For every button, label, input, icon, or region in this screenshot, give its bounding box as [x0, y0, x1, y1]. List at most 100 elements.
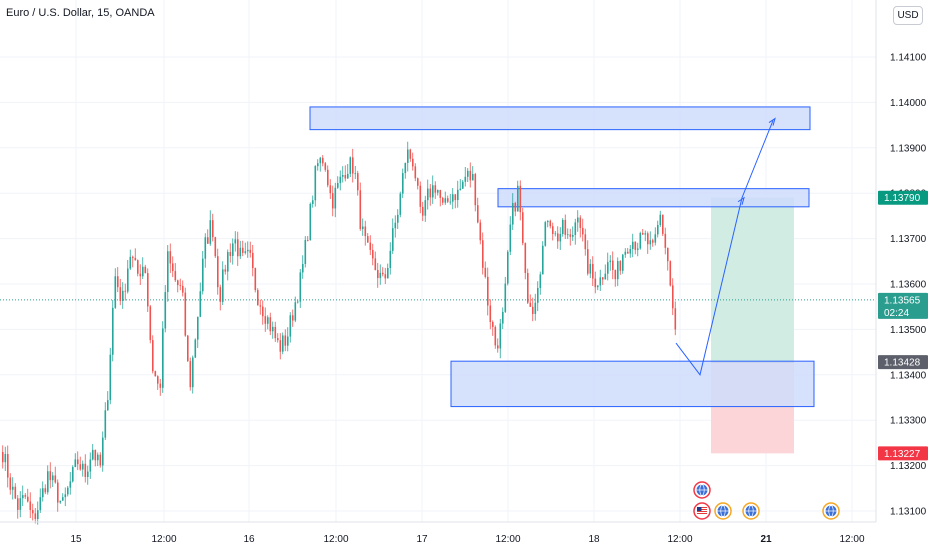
- candle: [472, 166, 474, 181]
- candle-body: [109, 354, 112, 401]
- candle-body: [299, 272, 302, 302]
- candle-body: [267, 317, 269, 324]
- candle: [47, 465, 49, 495]
- candle-body: [24, 495, 27, 497]
- candle: [84, 454, 87, 483]
- candle-body: [262, 306, 264, 317]
- candle-body: [422, 206, 424, 216]
- candle-body: [402, 173, 404, 194]
- candle: [374, 251, 377, 271]
- candle: [54, 466, 57, 484]
- candle-body: [324, 163, 327, 170]
- candle: [169, 243, 172, 274]
- candle-body: [649, 240, 652, 245]
- time-tick-label: 16: [243, 534, 255, 545]
- candle-body: [249, 249, 252, 253]
- price-tick-label: 1.13500: [890, 325, 927, 336]
- candle-body: [319, 157, 322, 164]
- candle-body: [539, 274, 542, 289]
- globe-icon[interactable]: [714, 502, 732, 520]
- candle-body: [69, 481, 72, 488]
- candle-body: [147, 273, 149, 307]
- candle-body: [19, 498, 22, 510]
- candle-body: [362, 226, 364, 230]
- candle: [552, 222, 554, 241]
- candle: [302, 255, 304, 279]
- candle: [612, 251, 614, 280]
- candle-body: [597, 285, 599, 288]
- candle-body: [592, 263, 594, 279]
- time-axis[interactable]: 15 12:00 16 12:00 17 12:00 18 12:00 21 12:00: [70, 534, 865, 545]
- candle: [112, 299, 114, 362]
- candle: [324, 162, 327, 172]
- candle: [104, 402, 107, 441]
- candle: [132, 255, 134, 268]
- candle: [57, 479, 59, 512]
- globe-icon[interactable]: [822, 502, 840, 520]
- interval: 15: [97, 7, 110, 19]
- currency-button[interactable]: USD: [893, 6, 923, 25]
- candle: [602, 277, 604, 285]
- candle-body: [432, 185, 434, 198]
- candle-body: [334, 187, 337, 209]
- candle-body: [499, 323, 502, 349]
- us-flag-icon[interactable]: [693, 502, 711, 520]
- candle-body: [129, 256, 132, 269]
- candle: [214, 236, 217, 258]
- candle: [629, 245, 632, 258]
- candle: [259, 299, 262, 315]
- candle-body: [552, 226, 554, 234]
- candle: [674, 301, 677, 336]
- candle-body: [29, 501, 32, 511]
- candle: [299, 269, 302, 308]
- candle-body: [67, 487, 69, 495]
- candle-body: [199, 291, 202, 317]
- candle-body: [604, 273, 607, 280]
- candle: [637, 242, 639, 257]
- candle: [367, 233, 369, 243]
- candle-body: [492, 321, 494, 327]
- candle-body: [269, 317, 272, 332]
- event-markers[interactable]: [693, 481, 840, 520]
- globe-icon[interactable]: [742, 502, 760, 520]
- candle: [179, 278, 182, 291]
- price-tag-current: 1.13565 02:24: [878, 292, 928, 319]
- candle-body: [164, 292, 167, 329]
- candle-body: [559, 233, 562, 242]
- candle-body: [87, 471, 89, 477]
- candle-body: [14, 486, 17, 499]
- candle-body: [127, 268, 129, 292]
- candle: [312, 195, 314, 208]
- candle: [184, 287, 187, 337]
- candle: [522, 207, 524, 246]
- globe-icon[interactable]: [693, 481, 711, 499]
- candle-body: [572, 234, 574, 237]
- price-tick-label: 1.14100: [890, 53, 927, 64]
- price-tag-value: 1.13790: [884, 193, 921, 204]
- candle: [127, 259, 129, 294]
- chart-drawings[interactable]: [675, 117, 776, 376]
- candle-body: [639, 233, 642, 249]
- chart-overlays: [0, 106, 876, 454]
- candle-body: [419, 185, 422, 207]
- candle: [82, 460, 84, 477]
- candle-body: [354, 173, 357, 175]
- candle: [414, 163, 417, 182]
- candle-body: [599, 277, 602, 286]
- candle-body: [397, 214, 399, 223]
- candle: [542, 241, 544, 275]
- candle: [479, 219, 482, 245]
- candle: [469, 162, 472, 188]
- candle-body: [632, 241, 634, 249]
- candle: [234, 231, 237, 252]
- candle-body: [627, 251, 629, 254]
- candle: [29, 492, 32, 519]
- price-tick-label: 1.13400: [890, 370, 927, 381]
- candle-body: [302, 264, 304, 273]
- candle: [484, 261, 487, 279]
- candle-body: [22, 495, 24, 499]
- candle-body: [622, 254, 624, 271]
- candle: [284, 329, 287, 352]
- candle: [579, 215, 582, 238]
